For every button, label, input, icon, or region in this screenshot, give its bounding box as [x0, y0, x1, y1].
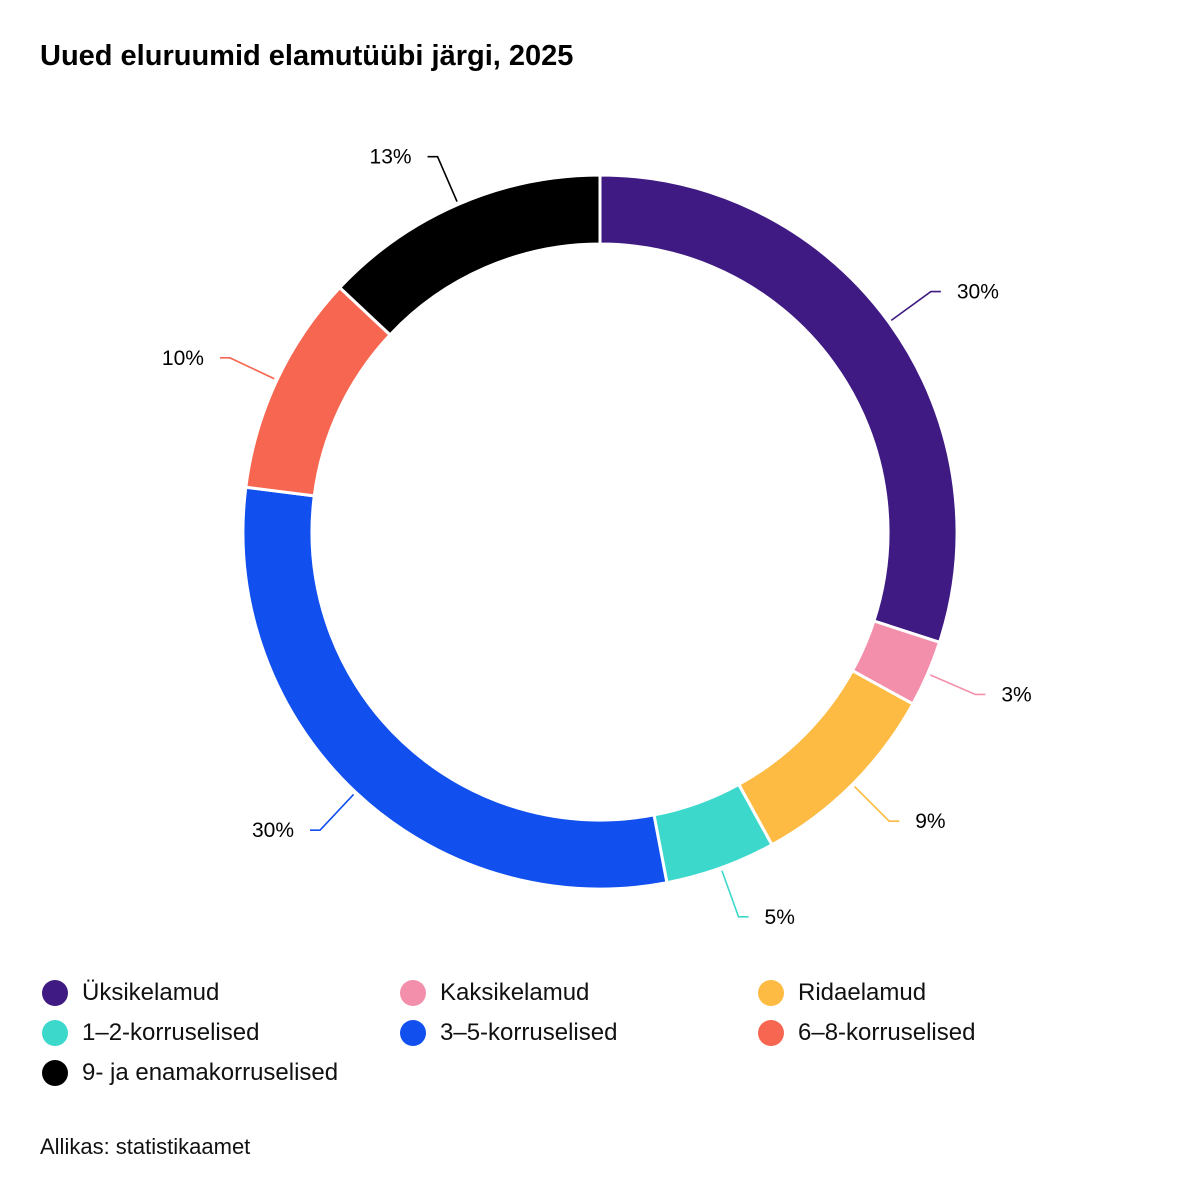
- legend-item: Kaksikelamud: [400, 974, 589, 1012]
- legend-label: 1–2-korruselised: [82, 1019, 260, 1046]
- legend-label: Ridaelamud: [798, 979, 927, 1006]
- legend-label: 3–5-korruselised: [440, 1019, 618, 1046]
- legend-label: Üksikelamud: [82, 979, 220, 1006]
- chart-title: Uued eluruumid elamutüübi järgi, 2025: [40, 40, 574, 72]
- callout-line-4: [721, 870, 749, 918]
- legend-swatch: [42, 1020, 68, 1046]
- legend-label: Kaksikelamud: [440, 979, 590, 1006]
- callout-line-5: [310, 793, 355, 831]
- legend-item: Ridaelamud: [758, 974, 926, 1012]
- legend-item: 3–5-korruselised: [400, 1014, 617, 1052]
- legend-label: 6–8-korruselised: [798, 1019, 976, 1046]
- callout-line-7: [427, 155, 458, 202]
- source-note: Allikas: statistikaamet: [40, 1134, 251, 1159]
- legend-item: 9- ja enamakorruselised: [42, 1054, 338, 1092]
- slice-5: [241, 485, 669, 891]
- data-label-5: 30%: [252, 819, 294, 842]
- callout-line-3: [853, 785, 900, 823]
- data-label-7: 13%: [370, 146, 412, 169]
- data-label-3: 9%: [915, 810, 945, 833]
- callout-line-1: [890, 290, 941, 322]
- donut-slices: [241, 173, 959, 891]
- legend-item: 1–2-korruselised: [42, 1014, 259, 1052]
- legend-swatch: [758, 980, 784, 1006]
- data-label-2: 3%: [1001, 683, 1031, 706]
- data-label-1: 30%: [957, 281, 999, 304]
- legend-swatch: [400, 980, 426, 1006]
- donut-chart: 30% 3% 9% 5% 30% 10% 13%: [162, 146, 1032, 929]
- callout-line-6: [219, 357, 275, 380]
- legend-item: 6–8-korruselised: [758, 1014, 975, 1052]
- slice-7: [338, 173, 602, 337]
- legend-swatch: [42, 1060, 68, 1086]
- callout-line-2: [930, 674, 986, 696]
- data-label-4: 5%: [765, 906, 795, 929]
- slice-6: [244, 286, 392, 498]
- legend-swatch: [758, 1020, 784, 1046]
- legend-swatch: [42, 980, 68, 1006]
- legend-label: 9- ja enamakorruselised: [82, 1059, 339, 1086]
- donut-callouts: 30% 3% 9% 5% 30% 10% 13%: [162, 146, 1032, 929]
- slice-1: [598, 173, 959, 644]
- legend-swatch: [400, 1020, 426, 1046]
- data-label-6: 10%: [162, 347, 204, 370]
- legend-item: Üksikelamud: [42, 974, 219, 1012]
